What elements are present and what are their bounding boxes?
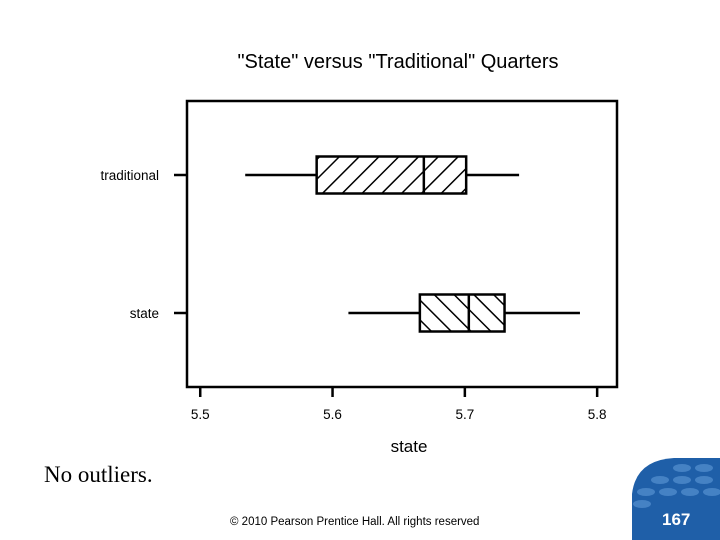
category-label-state: state — [130, 306, 159, 321]
box-series — [245, 155, 580, 333]
copyright-text: © 2010 Pearson Prentice Hall. All rights… — [230, 516, 480, 528]
x-tick-label: 5.7 — [455, 407, 474, 422]
x-axis: 5.5 5.6 5.7 5.8 — [191, 387, 607, 422]
x-tick-label: 5.5 — [191, 407, 210, 422]
x-axis-label: state — [391, 437, 428, 456]
slide-number: 167 — [662, 510, 691, 529]
category-axis: traditional state — [100, 168, 187, 321]
x-tick-label: 5.8 — [588, 407, 607, 422]
box-state — [418, 293, 506, 333]
box-traditional — [315, 155, 468, 195]
category-label-traditional: traditional — [100, 168, 159, 183]
note-text: No outliers. — [44, 462, 153, 487]
chart-title: "State" versus "Traditional" Quarters — [237, 51, 558, 73]
slide-number-badge — [632, 458, 720, 540]
x-tick-label: 5.6 — [323, 407, 342, 422]
plot-frame — [185, 99, 619, 389]
